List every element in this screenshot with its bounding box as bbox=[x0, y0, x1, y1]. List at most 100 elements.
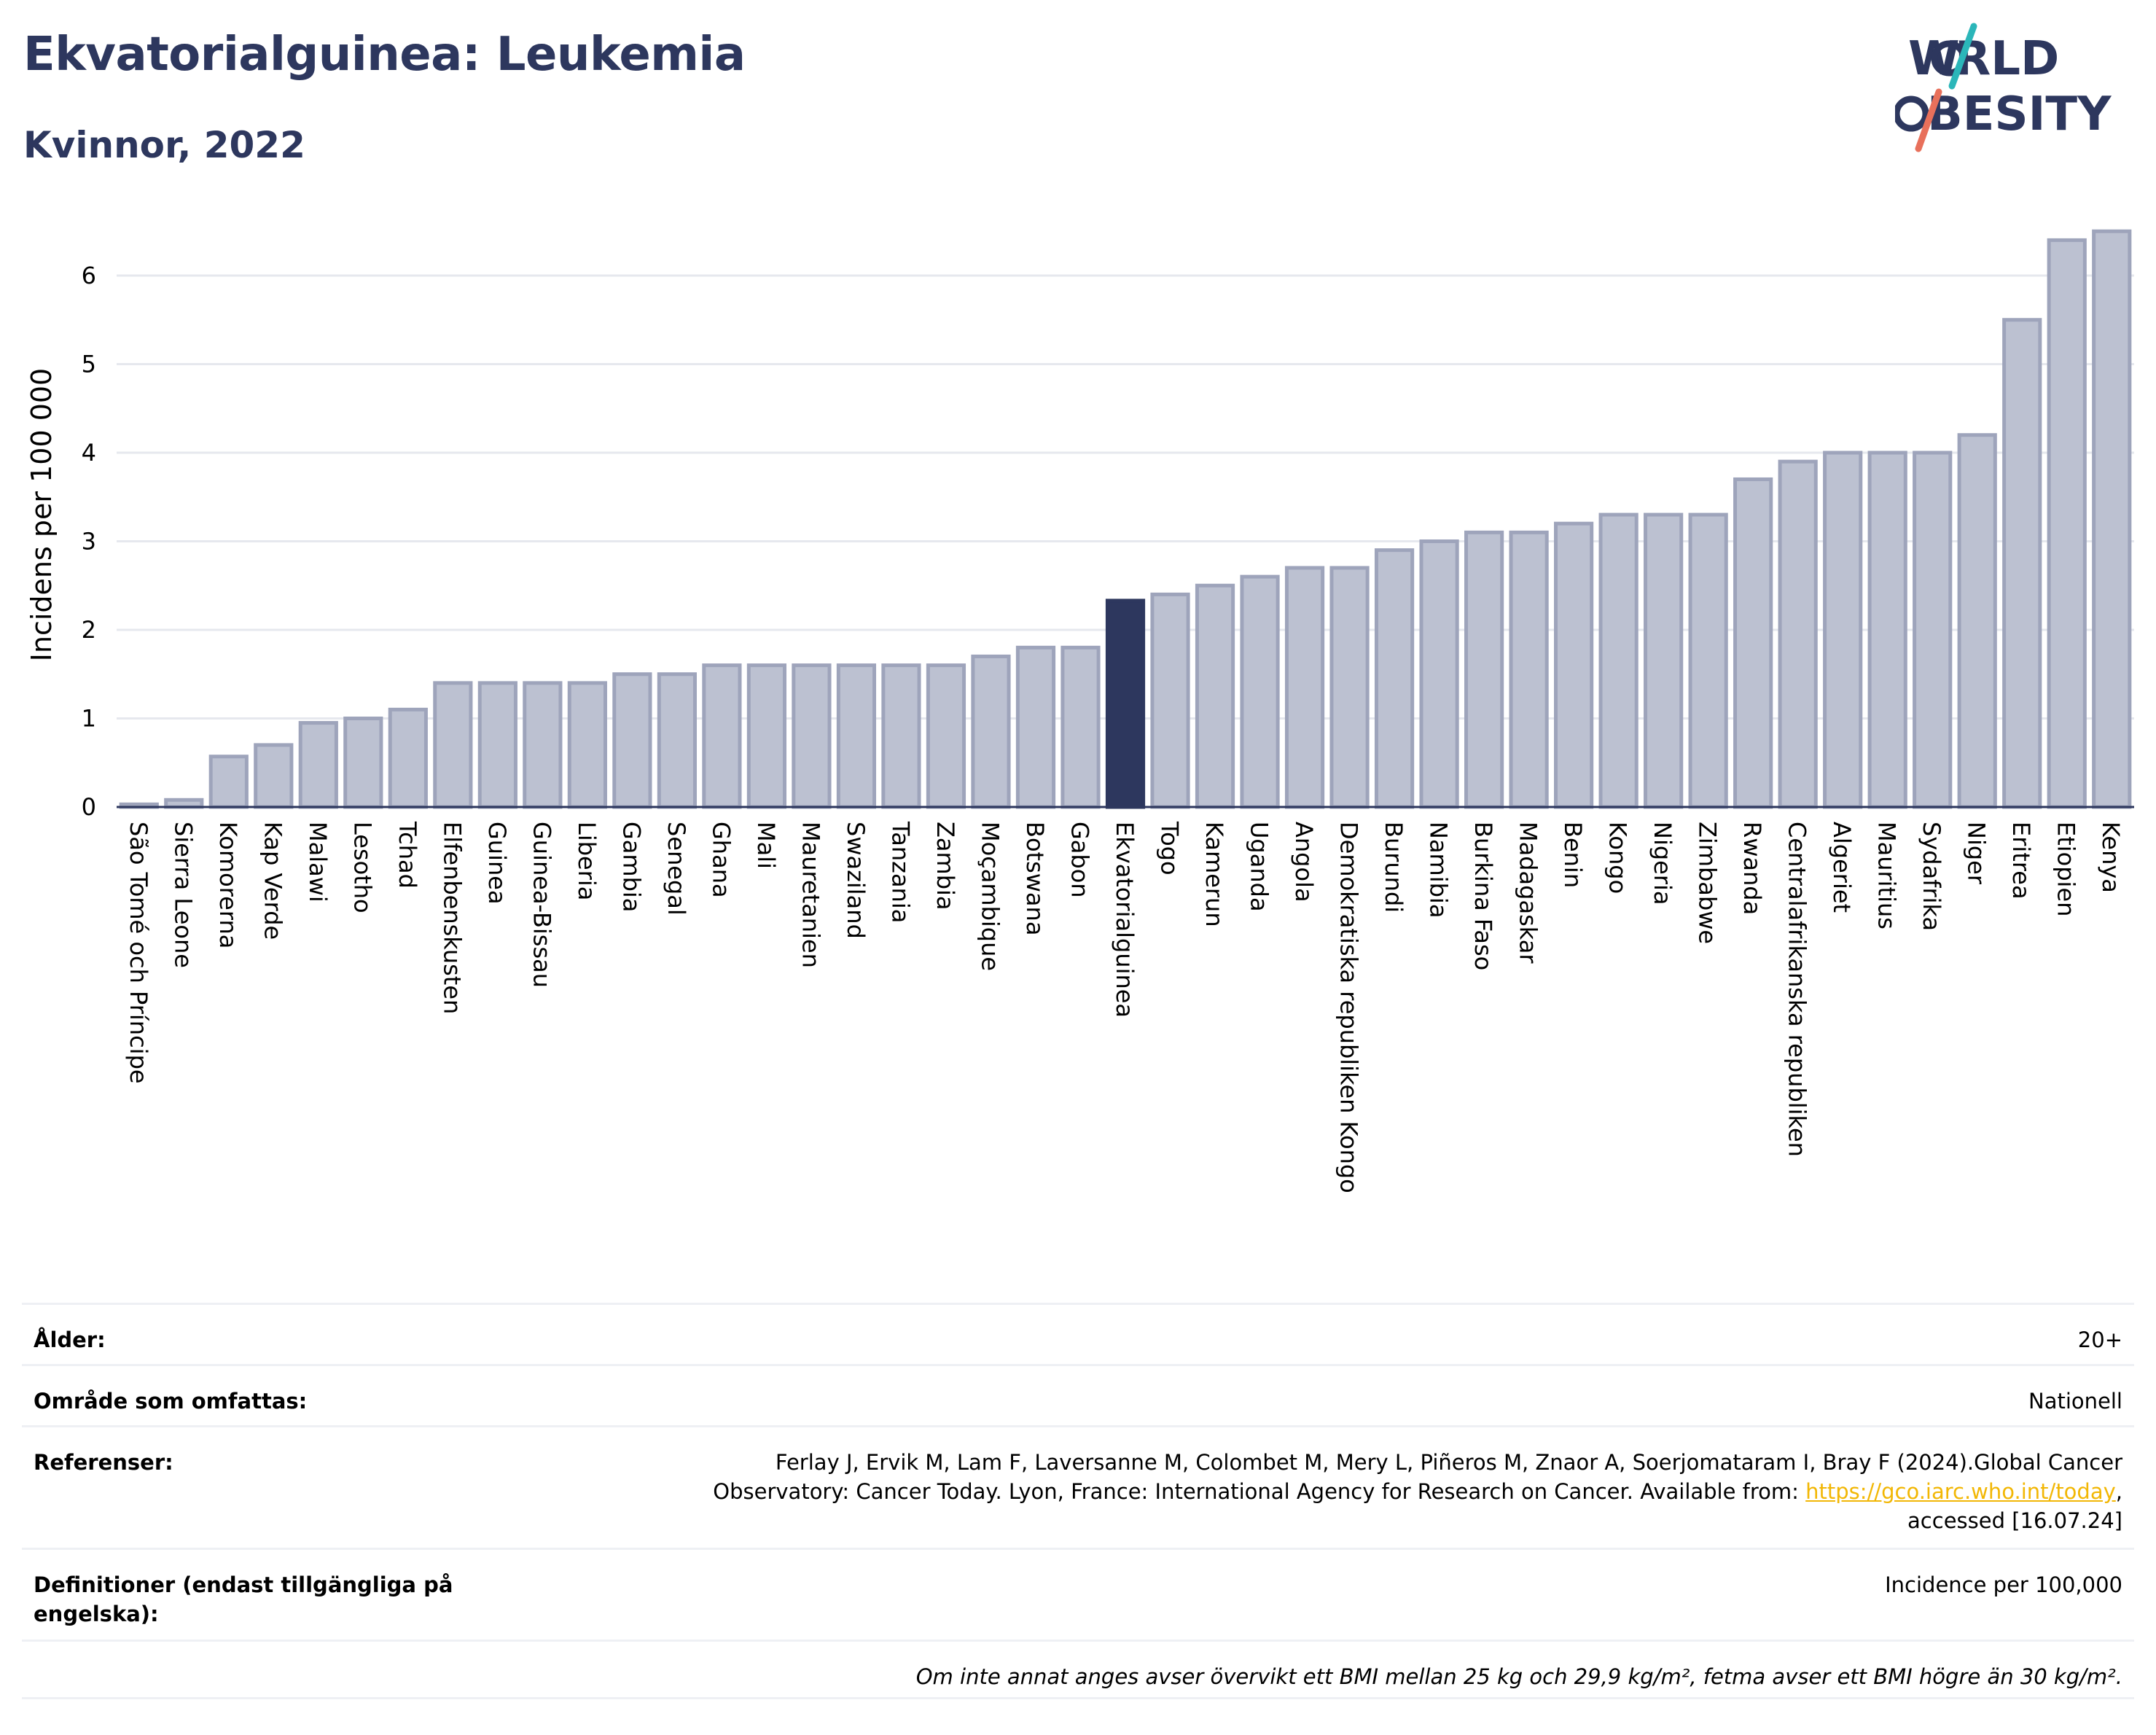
bar bbox=[2047, 238, 2087, 809]
x-tick-label: Zambia bbox=[931, 822, 959, 911]
bar bbox=[1105, 599, 1146, 809]
x-tick-label: São Tomé och Príncipe bbox=[125, 822, 152, 1084]
x-tick-label: Sierra Leone bbox=[169, 822, 197, 968]
y-tick-label: 5 bbox=[82, 351, 96, 378]
x-tick-label: Burundi bbox=[1380, 822, 1407, 913]
bar bbox=[1867, 451, 1907, 809]
x-tick-label: Liberia bbox=[573, 822, 601, 900]
y-tick-label: 1 bbox=[82, 705, 96, 733]
x-tick-label: Kongo bbox=[1604, 822, 1632, 894]
bar bbox=[702, 663, 742, 809]
x-tick-label: Angola bbox=[1290, 822, 1318, 902]
x-tick-label: Mauretanien bbox=[797, 822, 824, 968]
area-value: Nationell bbox=[2028, 1389, 2122, 1414]
info-row-definitions: Definitioner (endast tillgängliga på eng… bbox=[22, 1548, 2134, 1640]
bar bbox=[1419, 539, 1459, 809]
age-value: 20+ bbox=[2077, 1327, 2122, 1352]
x-tick-label: Guinea bbox=[483, 822, 511, 905]
x-tick-label: Rwanda bbox=[1738, 822, 1766, 915]
age-label: Ålder: bbox=[34, 1327, 106, 1352]
svg-text:RLD: RLD bbox=[1955, 32, 2059, 86]
x-tick-label: Namibia bbox=[1425, 822, 1453, 918]
bar bbox=[1823, 451, 1863, 809]
bar bbox=[1957, 433, 1997, 809]
bar bbox=[298, 721, 338, 809]
bmi-note: Om inte annat anges avser övervikt ett B… bbox=[915, 1664, 2122, 1689]
bar bbox=[523, 681, 563, 809]
x-tick-label: Tanzania bbox=[886, 821, 914, 923]
svg-text:BESITY: BESITY bbox=[1927, 87, 2112, 141]
bar bbox=[792, 663, 832, 809]
x-tick-label: Gabon bbox=[1066, 822, 1093, 898]
bar bbox=[1598, 512, 1639, 809]
bar bbox=[746, 663, 787, 809]
y-tick-label: 6 bbox=[82, 262, 96, 289]
bar bbox=[657, 672, 697, 809]
bar bbox=[208, 755, 249, 809]
y-tick-label: 3 bbox=[82, 528, 96, 555]
bar bbox=[2092, 229, 2132, 809]
bar bbox=[1284, 566, 1325, 809]
x-tick-label: Kap Verde bbox=[259, 822, 286, 940]
info-row-note: Om inte annat anges avser övervikt ett B… bbox=[22, 1640, 2134, 1699]
x-tick-label: Uganda bbox=[1246, 822, 1273, 912]
bar bbox=[1913, 451, 1953, 809]
references-text-1: Ferlay J, Ervik M, Lam F, Laversanne M, … bbox=[775, 1450, 2122, 1475]
y-tick-label: 2 bbox=[82, 616, 96, 644]
bar bbox=[1733, 477, 1773, 809]
bar bbox=[926, 663, 966, 809]
references-text-3: , bbox=[2115, 1479, 2122, 1504]
area-label: Område som omfattas: bbox=[34, 1389, 308, 1414]
bar bbox=[1195, 583, 1235, 809]
y-axis-label: Incidens per 100 000 bbox=[26, 368, 58, 662]
bar bbox=[1688, 512, 1728, 809]
x-tick-label: Tchad bbox=[394, 821, 421, 889]
bar bbox=[343, 717, 383, 809]
bar bbox=[971, 654, 1011, 809]
references-link[interactable]: https://gco.iarc.who.int/today bbox=[1805, 1479, 2116, 1504]
x-tick-label: Zimbabwe bbox=[1694, 822, 1722, 944]
bar bbox=[477, 681, 517, 809]
x-tick-label: Gambia bbox=[617, 822, 645, 912]
x-tick-label: Nigeria bbox=[1649, 822, 1676, 905]
bar bbox=[1374, 548, 1415, 809]
x-tick-label: Madagaskar bbox=[1515, 822, 1542, 964]
x-tick-label: Malawi bbox=[304, 822, 332, 902]
info-row-references: Referenser: Ferlay J, Ervik M, Lam F, La… bbox=[22, 1425, 2134, 1548]
bar bbox=[1554, 521, 1594, 809]
bar bbox=[836, 663, 877, 809]
x-tick-label: Senegal bbox=[663, 822, 690, 916]
references-label: Referenser: bbox=[34, 1450, 173, 1475]
x-tick-label: Eritrea bbox=[2007, 822, 2035, 900]
bar bbox=[1464, 530, 1504, 809]
bar bbox=[1644, 512, 1684, 809]
x-tick-label: Komorerna bbox=[214, 822, 242, 948]
references-text-4: accessed [16.07.24] bbox=[1907, 1508, 2122, 1533]
x-tick-label: Demokratiska republiken Kongo bbox=[1335, 822, 1363, 1193]
x-tick-label: Niger bbox=[1963, 822, 1991, 885]
x-tick-label: Moçambique bbox=[976, 822, 1004, 971]
x-tick-label: Etiopien bbox=[2053, 822, 2080, 916]
x-tick-label: Elfenbenskusten bbox=[438, 822, 466, 1014]
page-title: Ekvatorialguinea: Leukemia bbox=[23, 28, 746, 82]
bar bbox=[1240, 574, 1280, 809]
page-subtitle: Kvinnor, 2022 bbox=[23, 124, 305, 166]
info-row-age: Ålder: 20+ bbox=[22, 1303, 2134, 1364]
x-tick-label: Kamerun bbox=[1200, 822, 1228, 927]
definitions-label: Definitioner (endast tillgängliga på eng… bbox=[34, 1572, 453, 1626]
bar bbox=[567, 681, 607, 809]
x-tick-label: Algeriet bbox=[1828, 822, 1856, 913]
bar bbox=[2002, 318, 2042, 809]
x-tick-label: Guinea-Bissau bbox=[528, 822, 555, 988]
x-tick-label: Benin bbox=[1559, 822, 1587, 888]
bar bbox=[433, 681, 473, 809]
x-tick-label: Ekvatorialguinea bbox=[1111, 822, 1138, 1018]
x-tick-label: Mauritius bbox=[1873, 822, 1901, 929]
info-table: Ålder: 20+ Område som omfattas: Nationel… bbox=[22, 1303, 2134, 1699]
bar bbox=[1015, 645, 1056, 809]
world-obesity-logo: W RLD BESITY bbox=[1895, 23, 2112, 152]
bar bbox=[254, 743, 294, 809]
definitions-value: Incidence per 100,000 bbox=[1885, 1572, 2122, 1597]
bar bbox=[1778, 459, 1818, 809]
x-tick-label: Togo bbox=[1156, 821, 1184, 876]
